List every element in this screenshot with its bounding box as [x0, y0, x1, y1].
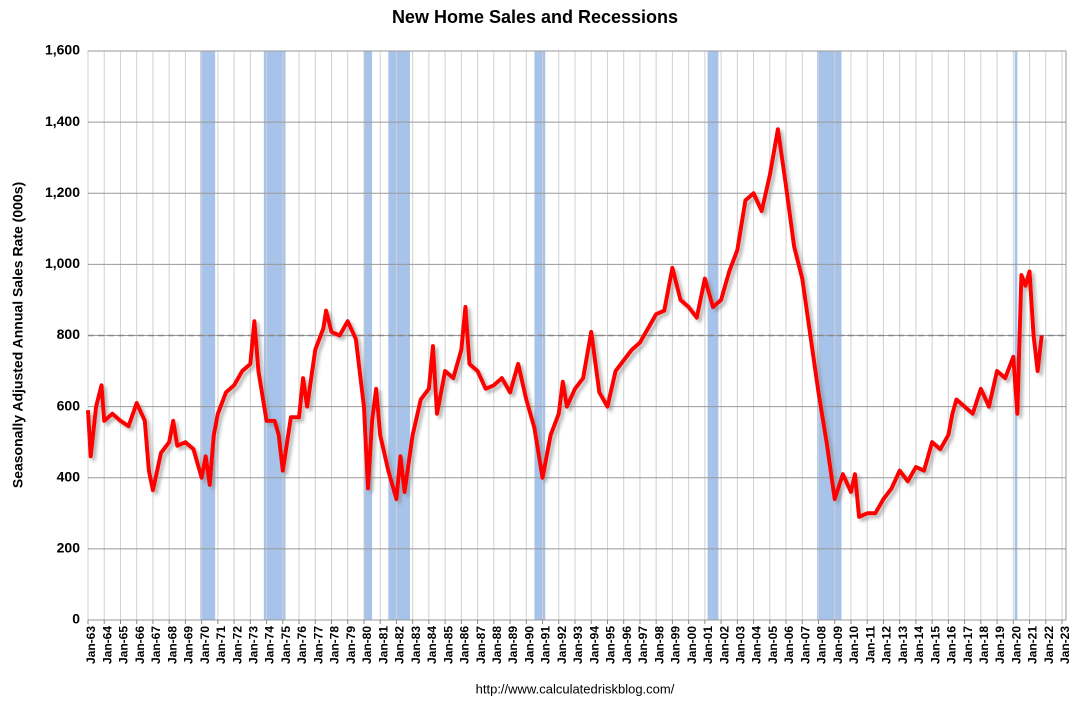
- x-tick-label: Jan-95: [604, 626, 618, 664]
- x-tick-label: Jan-06: [782, 626, 796, 664]
- x-tick-label: Jan-17: [961, 626, 975, 664]
- x-tick-label: Jan-91: [539, 626, 553, 664]
- x-tick-label: Jan-92: [555, 626, 569, 664]
- x-tick-label: Jan-21: [1026, 626, 1040, 664]
- x-tick-label: Jan-87: [474, 626, 488, 664]
- chart-title: New Home Sales and Recessions: [392, 7, 678, 27]
- x-tick-label: Jan-65: [117, 626, 131, 664]
- y-axis-label: Seasonally Adjusted Annual Sales Rate (0…: [10, 182, 26, 488]
- y-tick-label: 1,400: [45, 113, 80, 129]
- x-tick-label: Jan-69: [182, 626, 196, 664]
- x-tick-label: Jan-96: [620, 626, 634, 664]
- x-tick-label: Jan-93: [571, 626, 585, 664]
- x-tick-label: Jan-14: [912, 626, 926, 664]
- x-tick-label: Jan-75: [279, 626, 293, 664]
- x-tick-label: Jan-11: [863, 626, 877, 664]
- x-tick-label: Jan-97: [636, 626, 650, 664]
- x-tick-label: Jan-12: [880, 626, 894, 664]
- y-tick-label: 800: [57, 326, 81, 342]
- x-tick-label: Jan-68: [165, 626, 179, 664]
- x-tick-label: Jan-07: [798, 626, 812, 664]
- x-tick-label: Jan-76: [295, 626, 309, 664]
- x-tick-label: Jan-18: [977, 626, 991, 664]
- x-tick-label: Jan-23: [1058, 626, 1072, 664]
- x-tick-label: Jan-64: [100, 626, 114, 664]
- x-tick-label: Jan-73: [247, 626, 261, 664]
- x-tick-label: Jan-03: [734, 626, 748, 664]
- x-tick-label: Jan-94: [587, 626, 601, 664]
- x-tick-label: Jan-82: [393, 626, 407, 664]
- x-tick-label: Jan-84: [425, 626, 439, 664]
- y-tick-label: 200: [57, 540, 81, 556]
- x-tick-label: Jan-86: [458, 626, 472, 664]
- x-tick-label: Jan-66: [133, 626, 147, 664]
- x-tick-label: Jan-63: [84, 626, 98, 664]
- x-tick-label: Jan-13: [896, 626, 910, 664]
- x-tick-label: Jan-02: [717, 626, 731, 664]
- x-tick-label: Jan-89: [506, 626, 520, 664]
- x-tick-label: Jan-67: [149, 626, 163, 664]
- x-tick-label: Jan-83: [409, 626, 423, 664]
- x-tick-label: Jan-22: [1042, 626, 1056, 664]
- y-tick-label: 400: [57, 468, 81, 484]
- x-tick-label: Jan-72: [230, 626, 244, 664]
- x-tick-label: Jan-78: [328, 626, 342, 664]
- x-tick-label: Jan-79: [344, 626, 358, 664]
- x-tick-label: Jan-99: [669, 626, 683, 664]
- x-tick-label: Jan-16: [945, 626, 959, 664]
- x-tick-label: Jan-88: [490, 626, 504, 664]
- x-tick-label: Jan-90: [522, 626, 536, 664]
- x-tick-label: Jan-77: [311, 626, 325, 664]
- x-tick-label: Jan-81: [376, 626, 390, 664]
- source: http://www.calculatedriskblog.com/: [476, 681, 675, 696]
- x-tick-label: Jan-98: [652, 626, 666, 664]
- x-tick-label: Jan-09: [831, 626, 845, 664]
- x-tick-label: Jan-80: [360, 626, 374, 664]
- y-tick-label: 600: [57, 397, 81, 413]
- x-tick-label: Jan-05: [766, 626, 780, 664]
- x-tick-label: Jan-08: [815, 626, 829, 664]
- x-tick-label: Jan-01: [701, 626, 715, 664]
- y-tick-label: 1,000: [45, 255, 80, 271]
- y-tick-label: 0: [72, 611, 80, 627]
- series-line: [86, 127, 1044, 519]
- x-tick-label: Jan-00: [685, 626, 699, 664]
- y-tick-label: 1,200: [45, 184, 80, 200]
- x-tick-label: Jan-19: [993, 626, 1007, 664]
- x-tick-label: Jan-70: [198, 626, 212, 664]
- x-tick-label: Jan-71: [214, 626, 228, 664]
- x-tick-label: Jan-20: [1009, 626, 1023, 664]
- x-tick-label: Jan-04: [750, 626, 764, 664]
- y-tick-label: 1,600: [45, 42, 80, 58]
- x-tick-label: Jan-74: [263, 626, 277, 664]
- x-tick-label: Jan-10: [847, 626, 861, 664]
- x-tick-label: Jan-85: [441, 626, 455, 664]
- x-tick-label: Jan-15: [928, 626, 942, 664]
